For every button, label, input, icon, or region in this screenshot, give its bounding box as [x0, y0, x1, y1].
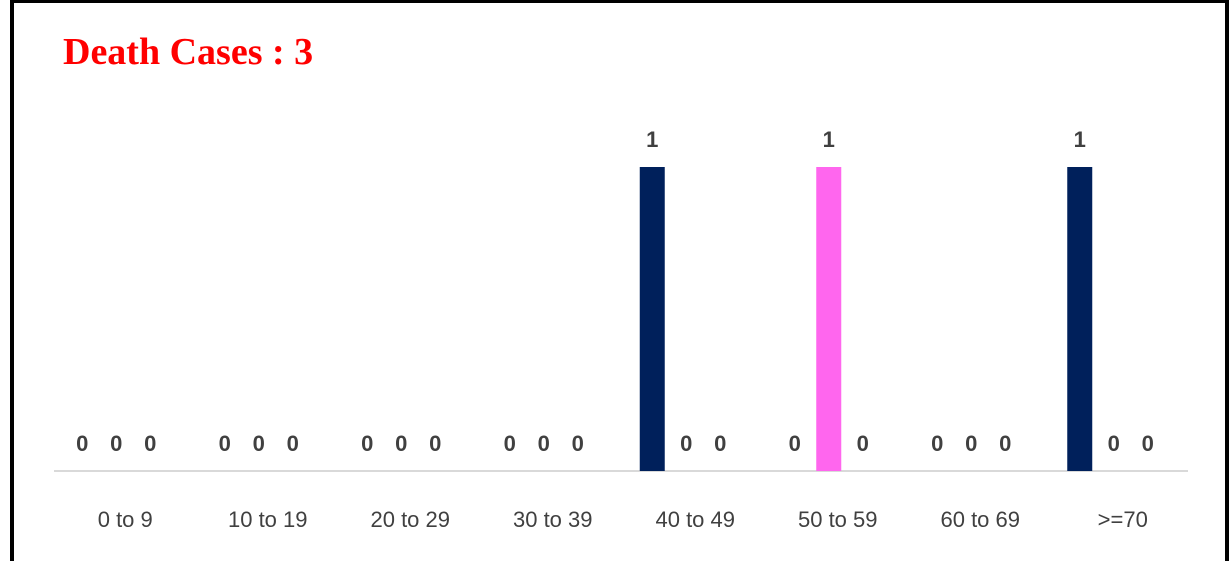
- data-label: 0: [144, 431, 156, 456]
- category-label: 10 to 19: [228, 507, 308, 532]
- data-label: 0: [287, 431, 299, 456]
- category-label: 30 to 39: [513, 507, 593, 532]
- bar: [639, 167, 665, 471]
- data-label: 0: [931, 431, 943, 456]
- data-label: 0: [857, 431, 869, 456]
- bar: [816, 167, 842, 471]
- data-label: 0: [76, 431, 88, 456]
- category-label: 40 to 49: [655, 507, 735, 532]
- data-label: 0: [1108, 431, 1120, 456]
- data-label: 0: [253, 431, 265, 456]
- data-label: 0: [965, 431, 977, 456]
- data-label: 0: [361, 431, 373, 456]
- data-label: 0: [789, 431, 801, 456]
- data-label: 0: [999, 431, 1011, 456]
- chart-frame: [10, 0, 1229, 561]
- data-label: 0: [110, 431, 122, 456]
- data-label: 1: [823, 127, 835, 152]
- data-label: 0: [219, 431, 231, 456]
- data-label: 0: [538, 431, 550, 456]
- data-label: 0: [1142, 431, 1154, 456]
- data-label: 0: [429, 431, 441, 456]
- category-label: >=70: [1098, 507, 1148, 532]
- category-label: 50 to 59: [798, 507, 878, 532]
- data-label: 1: [646, 127, 658, 152]
- data-label: 0: [680, 431, 692, 456]
- chart-title: Death Cases : 3: [63, 31, 314, 73]
- category-label: 0 to 9: [98, 507, 153, 532]
- data-label: 0: [395, 431, 407, 456]
- category-label: 60 to 69: [940, 507, 1020, 532]
- data-label: 0: [714, 431, 726, 456]
- data-label: 1: [1074, 127, 1086, 152]
- category-label: 20 to 29: [370, 507, 450, 532]
- data-label: 0: [572, 431, 584, 456]
- data-label: 0: [504, 431, 516, 456]
- bar: [1067, 167, 1093, 471]
